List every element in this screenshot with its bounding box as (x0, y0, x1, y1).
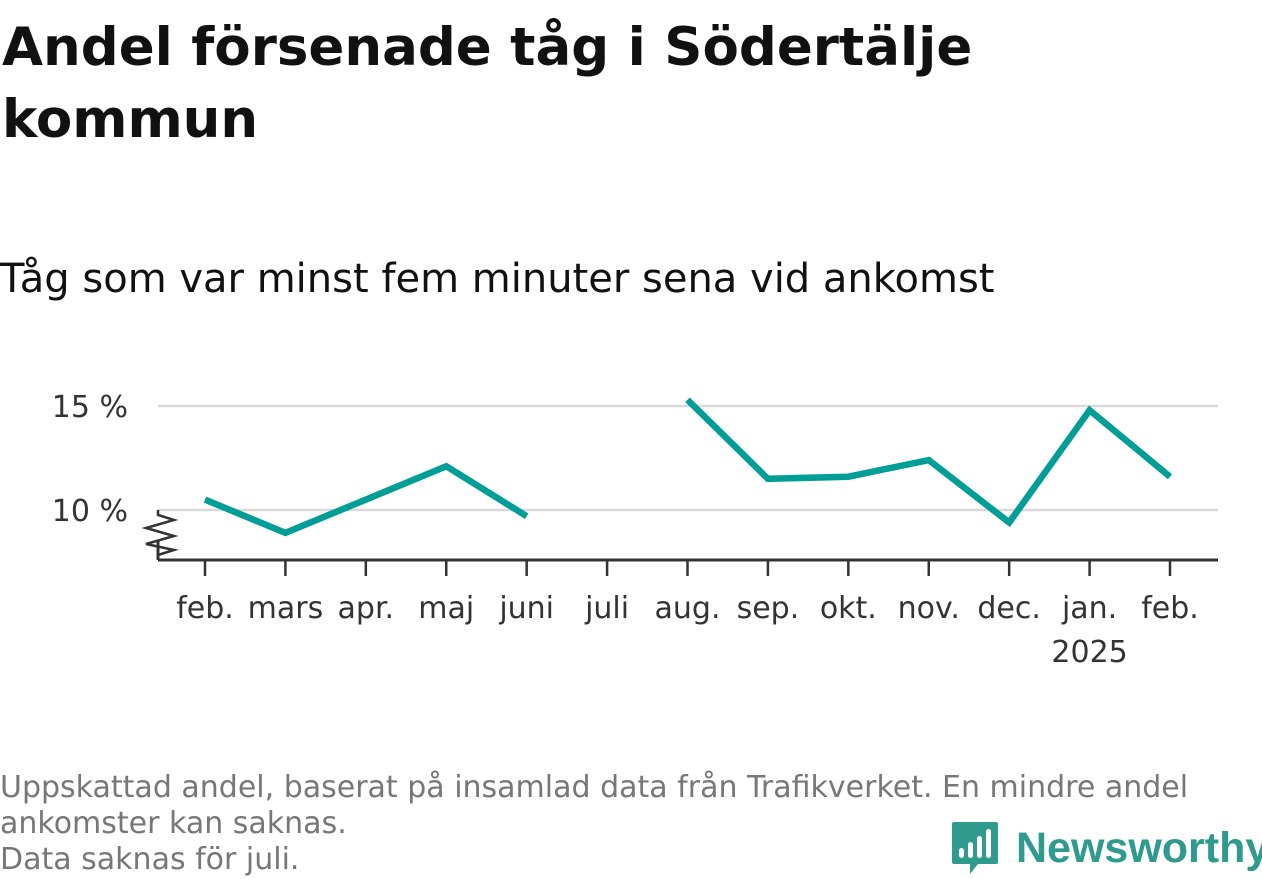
footer-notes: Uppskattad andel, baserat på insamlad da… (0, 770, 1250, 878)
series-line (203, 462, 529, 537)
y-axis-ticks: 10 % 15 % (52, 390, 128, 529)
x-tick-label: sep. (737, 591, 800, 626)
chart-title: Andel försenade tåg i Södertälje kommun (2, 17, 973, 150)
axis-break-icon (141, 510, 179, 557)
series-line (685, 397, 1173, 528)
x-tick-sublabel: 2025 (1051, 635, 1127, 670)
x-tick-label: feb. (176, 591, 234, 626)
y-tick-label: 15 % (52, 390, 128, 425)
x-tick-label: nov. (898, 591, 960, 626)
y-tick-label: 10 % (52, 494, 128, 529)
x-tick-label: aug. (655, 591, 721, 626)
x-tick-label: juni (498, 591, 554, 626)
x-tick-label: apr. (338, 591, 395, 626)
series-lines (203, 397, 1173, 537)
footer-note-line: Data saknas för juli. (0, 842, 300, 877)
x-tick-label: feb. (1141, 591, 1199, 626)
x-tick-label: dec. (977, 591, 1041, 626)
x-axis (141, 510, 1218, 562)
footer-note-line: ankomster kan saknas. (0, 806, 347, 841)
x-axis-ticks: feb. mars apr. maj juni juli aug. sep. okt. nov. d… (176, 560, 1199, 670)
newsworthy-logo: Newsworthy (950, 820, 1262, 876)
chart-subtitle: Tåg som var minst fem minuter sena vid a… (0, 256, 995, 302)
x-tick-label: juli (584, 591, 629, 626)
line-chart: 10 % 15 % feb. mars apr. maj juni juli aug. sep.… (52, 390, 1218, 670)
logo-wordmark: Newsworthy (1016, 823, 1262, 872)
x-tick-label: mars (248, 591, 324, 626)
x-tick-label: okt. (820, 591, 877, 626)
newsworthy-logo-icon (952, 822, 998, 874)
footer-note-line: Uppskattad andel, baserat på insamlad da… (0, 770, 1189, 805)
x-tick-label: maj (418, 591, 474, 626)
x-tick-label: jan. (1061, 591, 1117, 626)
